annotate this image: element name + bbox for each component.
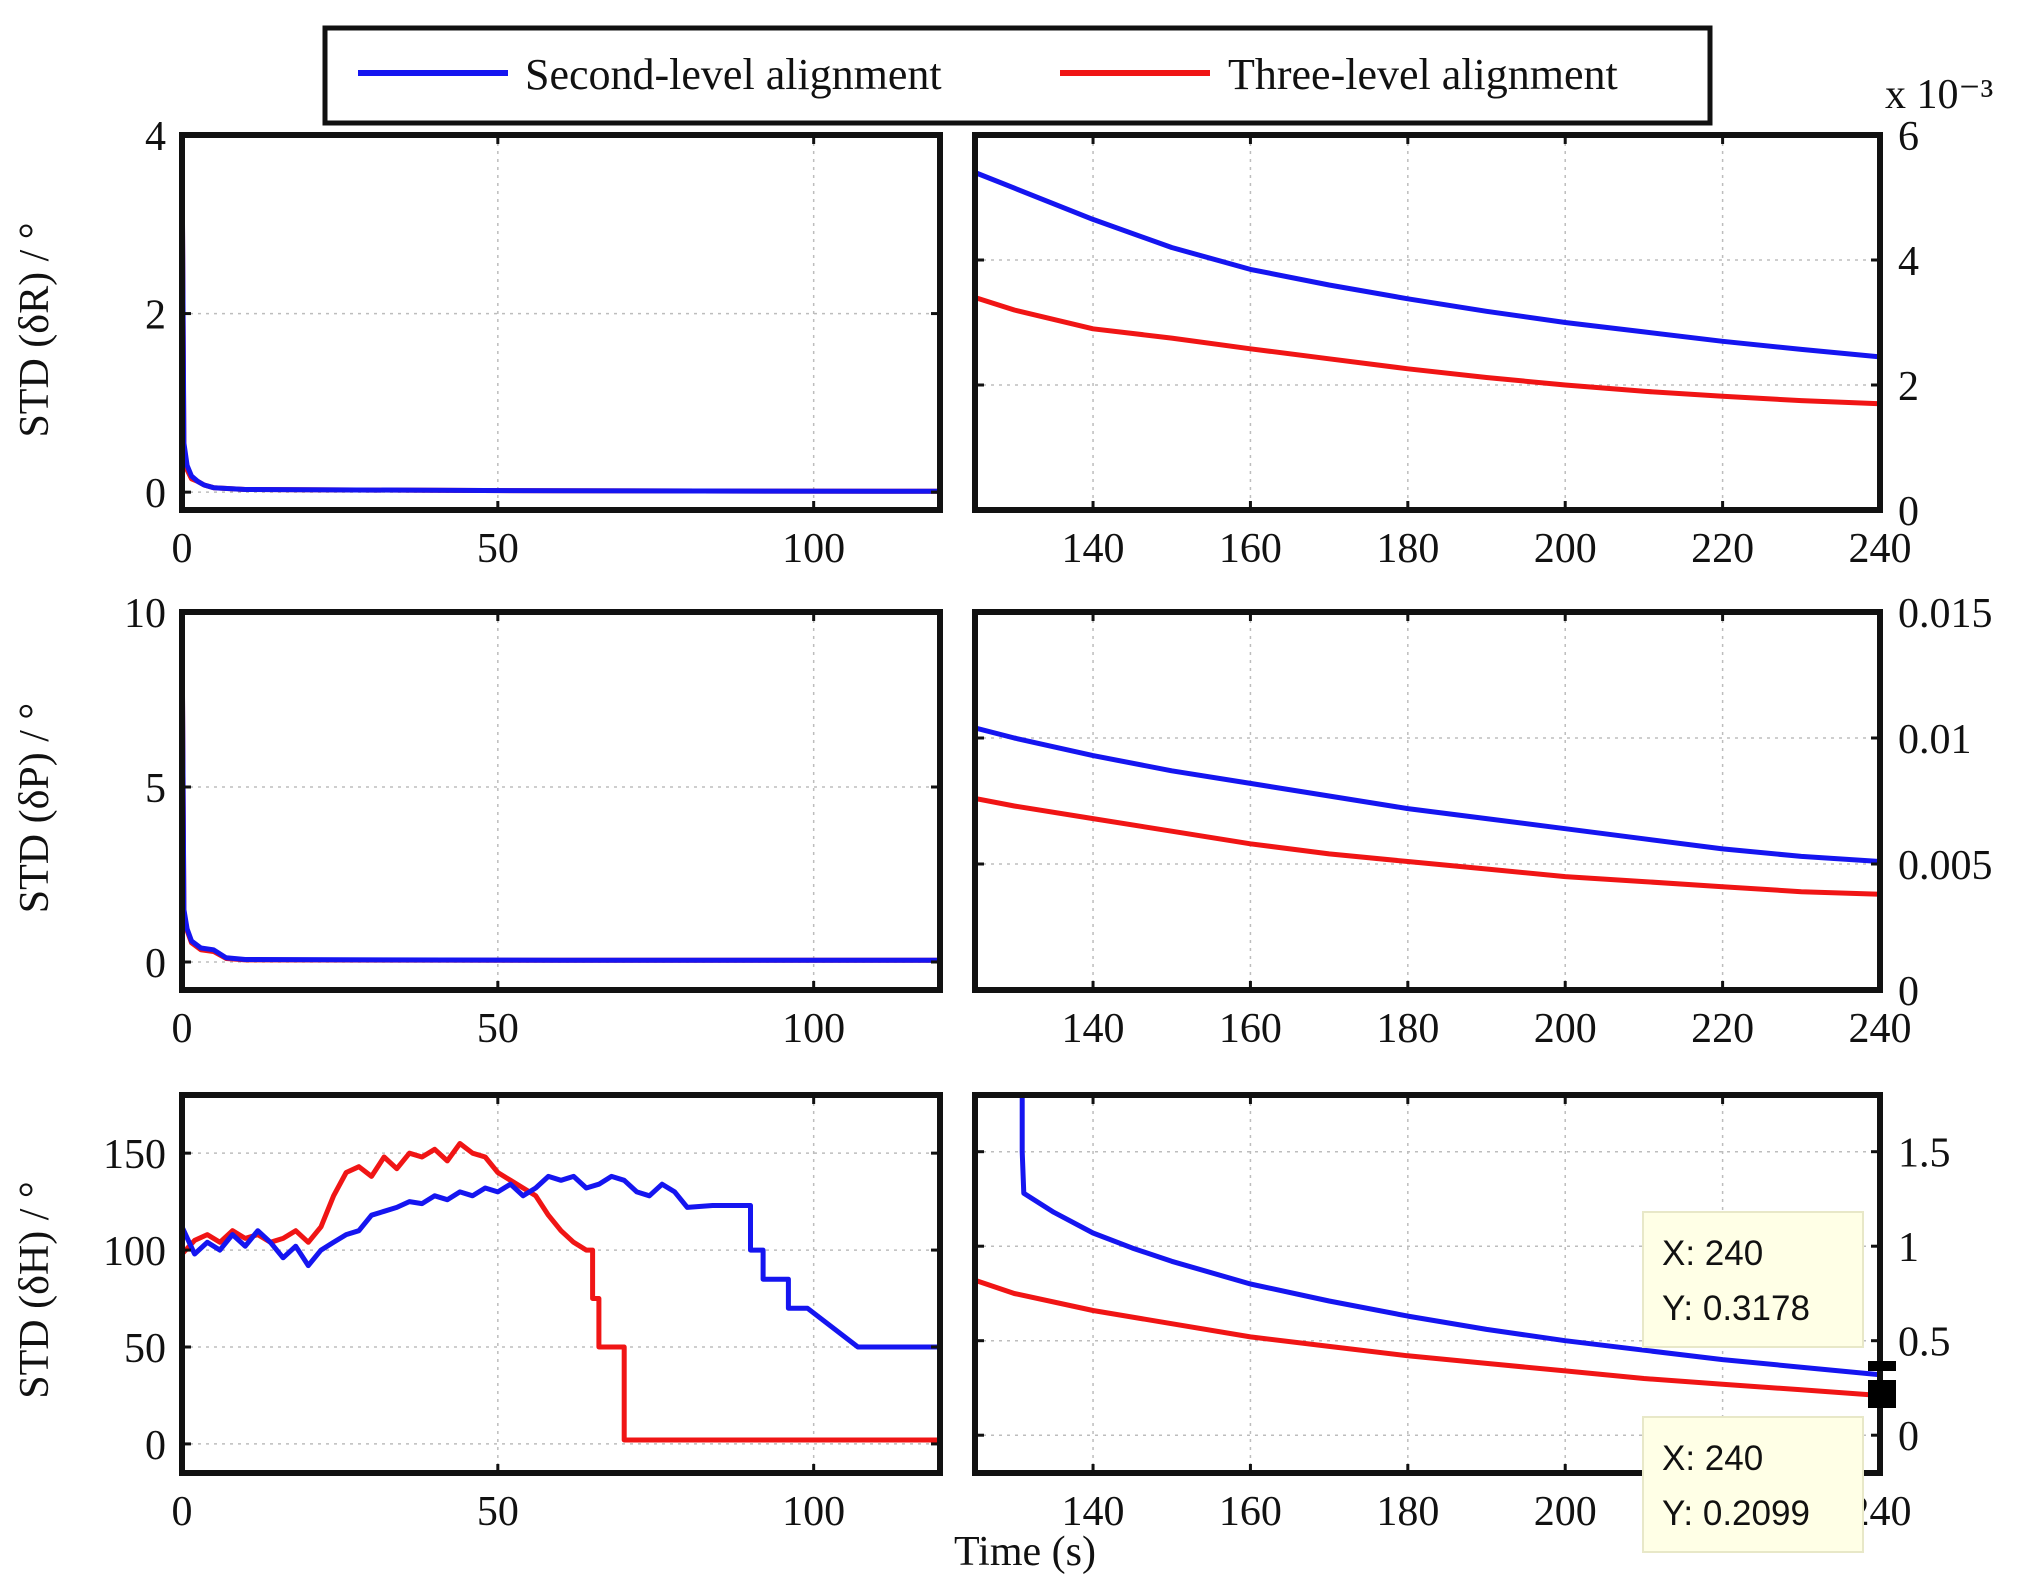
- series-line-three-level: [975, 295, 1880, 407]
- axes-frame: [179, 132, 943, 513]
- plot-area: [182, 135, 940, 510]
- x-tick-label: 220: [1691, 526, 1754, 572]
- y-tick-label: 0.01: [1898, 717, 1972, 763]
- y-tick-label: 1: [1898, 1225, 1919, 1271]
- ylabel-pitch: STD (δP) / °: [12, 703, 58, 913]
- series-line-second-level: [975, 170, 1880, 360]
- legend: Second-level alignment Three-level align…: [322, 25, 1713, 126]
- xlabel-time: Time (s): [954, 1529, 1096, 1575]
- axes-frame: [972, 609, 1883, 993]
- exponent-label: x 10⁻³: [1885, 72, 1993, 118]
- x-tick-label: 180: [1376, 526, 1439, 572]
- y-tick-label: 10: [124, 591, 166, 637]
- x-tick-label: 140: [1062, 1006, 1125, 1052]
- y-tick-label: 0: [145, 1423, 166, 1469]
- x-tick-label: 50: [477, 1006, 519, 1052]
- plot-area: [182, 612, 940, 990]
- y-tick-label: 0: [145, 941, 166, 987]
- ylabel-heading: STD (δH) / °: [12, 1181, 58, 1398]
- panel-P-left: 0 50 100 0 5 10: [124, 591, 943, 1052]
- series-line-second-level: [182, 143, 940, 494]
- x-tick-label: 180: [1376, 1489, 1439, 1535]
- panel-R-left: 0 50 100 0 2 4: [145, 114, 943, 572]
- y-tick-label: 0: [145, 471, 166, 517]
- x-tick-label: 200: [1534, 1489, 1597, 1535]
- plot-area: [182, 1095, 940, 1473]
- axes-frame: [179, 609, 943, 993]
- x-tick-label: 180: [1376, 1006, 1439, 1052]
- axes-frame: [179, 1092, 943, 1476]
- datatip-lower-box: [1642, 1416, 1864, 1553]
- y-tick-label: 50: [124, 1326, 166, 1372]
- y-tick-label: 0: [1898, 969, 1919, 1015]
- y-tick-label: 2: [1898, 364, 1919, 410]
- x-tick-label: 240: [1849, 1006, 1912, 1052]
- y-tick-label: 100: [103, 1229, 166, 1275]
- x-tick-label: 200: [1534, 1006, 1597, 1052]
- axes-frame: [972, 1092, 1883, 1476]
- x-tick-label: 160: [1219, 1006, 1282, 1052]
- x-tick-label: 50: [477, 526, 519, 572]
- plot-area: [975, 135, 1880, 510]
- y-tick-label: 0.015: [1898, 591, 1993, 637]
- y-tick-label: 0: [1898, 489, 1919, 535]
- datatip-upper[interactable]: X: 240 Y: 0.3178: [1642, 1211, 1864, 1348]
- x-tick-label: 140: [1062, 526, 1125, 572]
- series-line-three-level: [975, 1277, 1880, 1398]
- ylabel-roll: STD (δR) / °: [12, 222, 58, 437]
- x-tick-label: 0: [172, 526, 193, 572]
- x-tick-label: 100: [782, 1006, 845, 1052]
- axes-frame: [972, 132, 1883, 513]
- legend-box: [322, 25, 1713, 126]
- series-line-second-level: [1019, 1095, 1880, 1378]
- datatip-lower-y: Y: 0.2099: [1662, 1494, 1810, 1533]
- datatip-lower[interactable]: X: 240 Y: 0.2099: [1642, 1416, 1864, 1553]
- x-tick-label: 240: [1849, 526, 1912, 572]
- panel-H-left: 0 50 100 0 50 100 150: [103, 1092, 943, 1535]
- y-tick-label: 4: [145, 114, 166, 160]
- series-line-second-level: [182, 1173, 940, 1350]
- x-tick-label: 0: [172, 1006, 193, 1052]
- x-tick-label: 160: [1219, 526, 1282, 572]
- x-tick-label: 200: [1534, 526, 1597, 572]
- y-tick-label: 2: [145, 293, 166, 339]
- datatip-lower-x: X: 240: [1662, 1439, 1763, 1478]
- plot-area: [975, 612, 1880, 990]
- x-tick-label: 160: [1219, 1489, 1282, 1535]
- datatip-markers[interactable]: [1868, 1361, 1896, 1408]
- x-tick-label: 140: [1062, 1489, 1125, 1535]
- datatip-upper-box: [1642, 1211, 1864, 1348]
- legend-label-three-level: Three-level alignment: [1228, 50, 1618, 99]
- series-line-three-level: [975, 796, 1880, 897]
- y-tick-label: 4: [1898, 239, 1919, 285]
- datatip-upper-y: Y: 0.3178: [1662, 1289, 1810, 1328]
- y-tick-label: 6: [1898, 114, 1919, 160]
- legend-label-second-level: Second-level alignment: [525, 50, 942, 99]
- y-tick-label: 0.5: [1898, 1320, 1951, 1366]
- x-tick-label: 100: [782, 526, 845, 572]
- y-tick-label: 150: [103, 1132, 166, 1178]
- series-line-second-level: [975, 725, 1880, 864]
- series-line-second-level: [182, 618, 940, 963]
- x-tick-label: 50: [477, 1489, 519, 1535]
- y-tick-label: 1.5: [1898, 1131, 1951, 1177]
- y-tick-label: 0: [1898, 1414, 1919, 1460]
- x-tick-label: 0: [172, 1489, 193, 1535]
- datatip-marker-upper[interactable]: [1868, 1361, 1896, 1371]
- datatip-marker-lower[interactable]: [1868, 1380, 1896, 1408]
- datatip-upper-x: X: 240: [1662, 1234, 1763, 1273]
- x-tick-label: 220: [1691, 1006, 1754, 1052]
- x-tick-label: 100: [782, 1489, 845, 1535]
- y-tick-label: 0.005: [1898, 843, 1993, 889]
- y-tick-label: 5: [145, 766, 166, 812]
